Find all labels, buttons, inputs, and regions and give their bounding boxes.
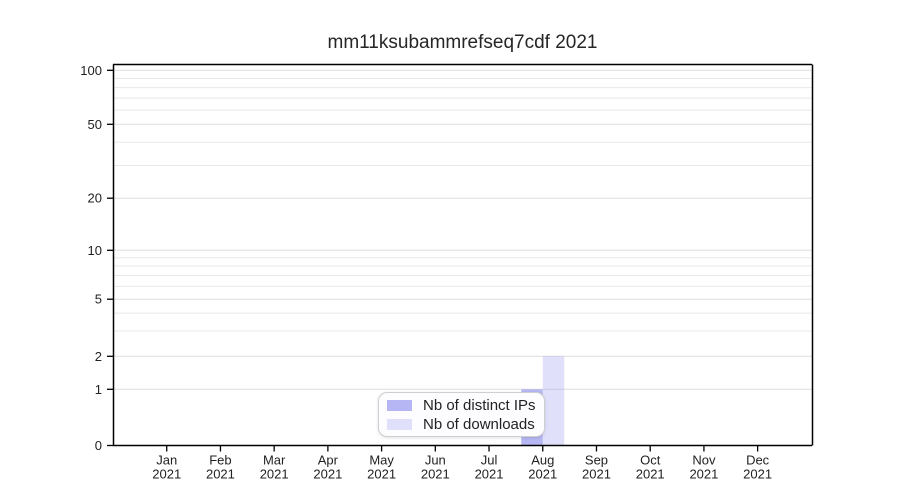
svg-text:Jan: Jan — [156, 453, 177, 468]
svg-text:Dec: Dec — [746, 453, 770, 468]
svg-text:2021: 2021 — [260, 467, 289, 482]
svg-text:10: 10 — [88, 243, 102, 258]
svg-text:5: 5 — [95, 292, 102, 307]
svg-text:20: 20 — [88, 191, 102, 206]
svg-text:Apr: Apr — [318, 453, 339, 468]
svg-text:Oct: Oct — [640, 453, 661, 468]
svg-text:2021: 2021 — [367, 467, 396, 482]
svg-text:2021: 2021 — [421, 467, 450, 482]
svg-text:2021: 2021 — [206, 467, 235, 482]
svg-text:Aug: Aug — [531, 453, 554, 468]
svg-text:0: 0 — [95, 438, 102, 453]
svg-text:Jun: Jun — [425, 453, 446, 468]
svg-text:1: 1 — [95, 382, 102, 397]
svg-text:May: May — [369, 453, 394, 468]
svg-text:2021: 2021 — [152, 467, 181, 482]
svg-text:2021: 2021 — [528, 467, 557, 482]
svg-text:Nov: Nov — [692, 453, 716, 468]
svg-text:50: 50 — [88, 117, 102, 132]
svg-text:2021: 2021 — [475, 467, 504, 482]
svg-text:2021: 2021 — [582, 467, 611, 482]
svg-text:2: 2 — [95, 349, 102, 364]
svg-text:100: 100 — [80, 63, 102, 78]
svg-text:Feb: Feb — [209, 453, 231, 468]
svg-text:Mar: Mar — [263, 453, 286, 468]
svg-text:Jul: Jul — [481, 453, 498, 468]
svg-text:2021: 2021 — [636, 467, 665, 482]
svg-text:2021: 2021 — [313, 467, 342, 482]
svg-text:Sep: Sep — [585, 453, 608, 468]
svg-text:2021: 2021 — [743, 467, 772, 482]
svg-text:2021: 2021 — [689, 467, 718, 482]
